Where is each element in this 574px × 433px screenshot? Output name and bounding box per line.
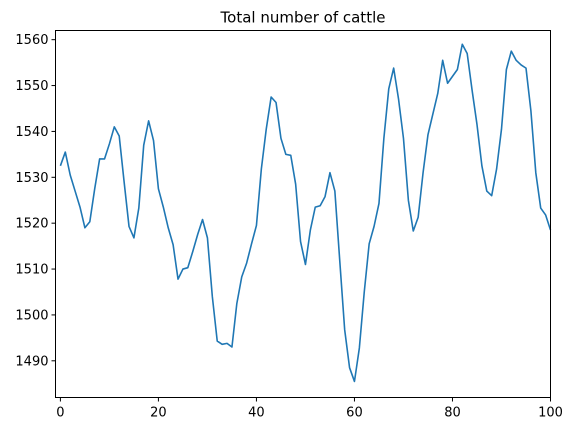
x-tick-label: 20 xyxy=(150,406,167,421)
x-tick-label: 80 xyxy=(444,406,461,421)
plot-area-frame xyxy=(55,30,551,398)
x-tick-label: 40 xyxy=(248,406,265,421)
y-tick-label: 1490 xyxy=(15,354,48,369)
y-tick-label: 1540 xyxy=(15,125,48,140)
series-line-0 xyxy=(59,43,552,383)
chart-title: Total number of cattle xyxy=(220,9,386,27)
y-tick-label: 1550 xyxy=(15,79,48,94)
y-tick-label: 1560 xyxy=(15,33,48,48)
x-tick-label: 60 xyxy=(346,406,363,421)
y-axis: 1490 1500 1510 1520 1530 1540 1550 1560 xyxy=(15,33,56,369)
x-axis: 0 20 40 60 80 100 xyxy=(56,397,563,421)
y-tick-label: 1500 xyxy=(15,308,48,323)
x-tick-label: 0 xyxy=(56,406,64,421)
series-layer xyxy=(59,43,552,383)
y-tick-label: 1530 xyxy=(15,171,48,186)
x-tick-label: 100 xyxy=(538,406,563,421)
y-tick-label: 1520 xyxy=(15,217,48,232)
y-tick-label: 1510 xyxy=(15,263,48,278)
